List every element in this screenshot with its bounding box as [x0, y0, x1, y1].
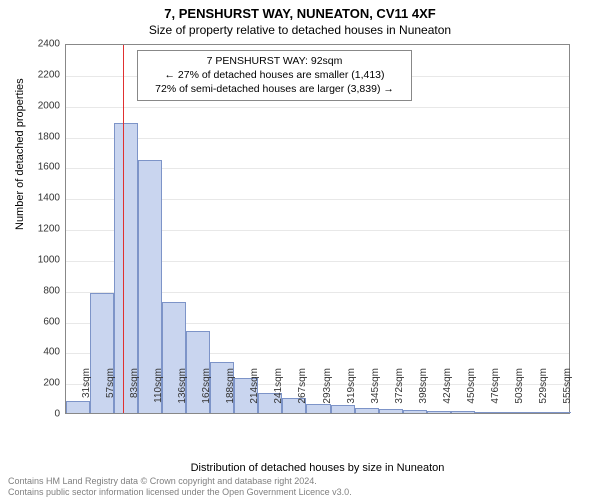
y-tick-label: 2200 — [20, 69, 60, 80]
x-tick-label: 57sqm — [105, 368, 116, 418]
x-tick-label: 476sqm — [490, 368, 501, 418]
x-axis-label: Distribution of detached houses by size … — [65, 462, 570, 474]
page-title: 7, PENSHURST WAY, NUNEATON, CV11 4XF — [0, 0, 600, 21]
x-tick-label: 529sqm — [538, 368, 549, 418]
y-tick-label: 1600 — [20, 162, 60, 173]
y-tick-label: 1000 — [20, 254, 60, 265]
footer-attribution: Contains HM Land Registry data © Crown c… — [8, 476, 352, 498]
x-tick-label: 110sqm — [153, 368, 164, 418]
x-tick-label: 345sqm — [370, 368, 381, 418]
footer-line-2: Contains public sector information licen… — [8, 487, 352, 498]
y-tick-label: 400 — [20, 347, 60, 358]
annotation-line: ← 27% of detached houses are smaller (1,… — [144, 68, 405, 82]
y-tick-label: 1400 — [20, 193, 60, 204]
y-axis-label: Number of detached properties — [14, 78, 26, 230]
y-tick-label: 0 — [20, 409, 60, 420]
x-tick-label: 503sqm — [514, 368, 525, 418]
x-tick-label: 319sqm — [346, 368, 357, 418]
y-tick-label: 1200 — [20, 224, 60, 235]
x-tick-label: 293sqm — [322, 368, 333, 418]
annotation-box: 7 PENSHURST WAY: 92sqm← 27% of detached … — [137, 50, 412, 101]
x-tick-label: 372sqm — [394, 368, 405, 418]
x-tick-label: 424sqm — [442, 368, 453, 418]
y-tick-label: 200 — [20, 378, 60, 389]
y-tick-label: 800 — [20, 285, 60, 296]
x-tick-label: 83sqm — [129, 368, 140, 418]
x-tick-label: 31sqm — [81, 368, 92, 418]
x-tick-label: 398sqm — [418, 368, 429, 418]
x-tick-label: 136sqm — [177, 368, 188, 418]
page-subtitle: Size of property relative to detached ho… — [0, 21, 600, 37]
x-tick-label: 241sqm — [273, 368, 284, 418]
gridline — [66, 138, 569, 139]
y-tick-label: 1800 — [20, 131, 60, 142]
x-tick-label: 162sqm — [201, 368, 212, 418]
y-tick-label: 2000 — [20, 100, 60, 111]
chart-area: 7 PENSHURST WAY: 92sqm← 27% of detached … — [65, 44, 570, 414]
x-tick-label: 450sqm — [466, 368, 477, 418]
annotation-line: 72% of semi-detached houses are larger (… — [144, 82, 405, 96]
x-tick-label: 555sqm — [562, 368, 573, 418]
annotation-line: 7 PENSHURST WAY: 92sqm — [144, 54, 405, 68]
x-tick-label: 267sqm — [297, 368, 308, 418]
y-tick-label: 600 — [20, 316, 60, 327]
property-marker-line — [123, 45, 124, 413]
gridline — [66, 107, 569, 108]
x-tick-label: 214sqm — [249, 368, 260, 418]
x-tick-label: 188sqm — [225, 368, 236, 418]
footer-line-1: Contains HM Land Registry data © Crown c… — [8, 476, 352, 487]
y-tick-label: 2400 — [20, 39, 60, 50]
